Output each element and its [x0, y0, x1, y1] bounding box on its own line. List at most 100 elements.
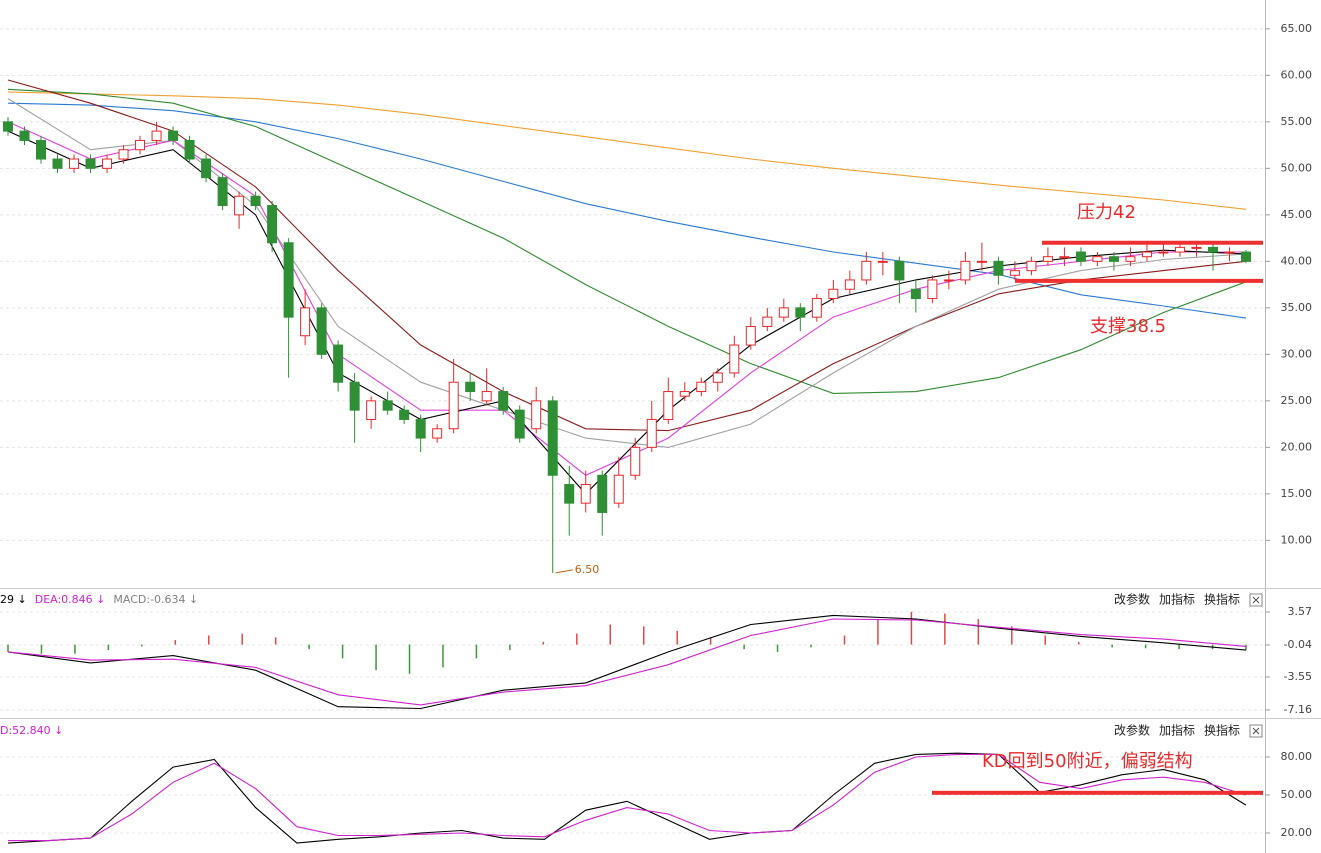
candle-body — [514, 409, 525, 439]
candle-body — [1191, 246, 1202, 249]
candle-body — [861, 260, 872, 281]
candle-body — [679, 391, 690, 397]
y-tick-label: -3.55 — [1284, 670, 1312, 683]
indicator-line — [7, 88, 1247, 394]
candle-body — [894, 260, 905, 281]
panel-button[interactable]: 换指标 — [1204, 592, 1240, 607]
y-tick-label: 55.00 — [1281, 115, 1313, 128]
candle-body — [366, 400, 377, 420]
candle-body — [1108, 256, 1119, 262]
indicator-line — [7, 130, 1247, 495]
candle-body — [646, 418, 657, 448]
candle-body — [151, 130, 162, 141]
low-pointer — [555, 569, 573, 574]
y-tick-label: 10.00 — [1281, 533, 1313, 546]
candle-body — [943, 279, 954, 282]
y-tick-label: 50.00 — [1281, 788, 1313, 801]
y-tick-label: 15.00 — [1281, 487, 1313, 500]
candle-body — [283, 242, 294, 318]
candle-body — [663, 391, 674, 420]
candle-body — [729, 344, 740, 374]
candle-body — [184, 139, 195, 160]
candle-body — [1026, 260, 1037, 272]
candle-body — [415, 418, 426, 439]
candle-body — [201, 158, 212, 179]
candle-body — [1224, 251, 1235, 254]
candle-body — [448, 381, 459, 430]
candle-body — [3, 121, 13, 132]
candle-body — [1009, 270, 1020, 276]
y-tick-label: 65.00 — [1281, 22, 1313, 35]
candle-body — [531, 400, 542, 430]
y-tick-label: 25.00 — [1281, 394, 1313, 407]
y-tick-label: 80.00 — [1281, 750, 1313, 763]
candle-body — [1207, 246, 1218, 253]
candle-body — [432, 428, 443, 439]
panel-button[interactable]: 加指标 — [1159, 723, 1195, 738]
candle-body — [52, 158, 63, 169]
indicator-value: 29 ↓ — [0, 593, 27, 606]
candle-body — [910, 288, 921, 300]
candle-body — [828, 288, 839, 300]
candle-body — [85, 158, 96, 169]
candle-body — [465, 381, 476, 393]
close-icon — [1252, 727, 1260, 735]
candle-body — [102, 158, 113, 169]
candle-body — [168, 130, 179, 141]
candle-body — [630, 446, 641, 476]
candle-body — [1174, 246, 1185, 253]
panel-button[interactable]: 改参数 — [1114, 592, 1150, 607]
candle-body — [69, 158, 80, 169]
y-tick-label: 40.00 — [1281, 254, 1313, 267]
panel-button[interactable]: 加指标 — [1159, 592, 1195, 607]
indicator-line — [7, 618, 1247, 706]
candle-body — [712, 372, 723, 383]
candle-body — [547, 400, 558, 476]
candle-body — [1042, 256, 1053, 262]
level-line — [1042, 240, 1263, 245]
indicator-line — [7, 91, 1247, 210]
candle-body — [316, 307, 327, 355]
candle-body — [1158, 251, 1169, 254]
candle-body — [960, 260, 971, 281]
candle-body — [762, 316, 773, 327]
candle-body — [36, 139, 47, 160]
low-label: 6.50 — [575, 563, 600, 576]
candle-body — [399, 409, 410, 420]
candle-body — [597, 474, 608, 513]
indicator-value: D:52.840 ↓ — [0, 724, 63, 737]
y-tick-label: 50.00 — [1281, 161, 1313, 174]
annotation: 支撑38.5 — [1090, 316, 1166, 337]
candle-body — [250, 195, 261, 207]
indicator-line — [7, 79, 1247, 432]
indicator-line — [8, 753, 1247, 842]
candle-body — [333, 344, 344, 383]
candle-body — [613, 474, 624, 504]
candle-body — [993, 260, 1004, 276]
annotation: KD回到50附近，偏弱结构 — [982, 751, 1193, 772]
panel-button[interactable]: 换指标 — [1204, 723, 1240, 738]
candle-body — [234, 195, 245, 216]
candle-body — [927, 279, 938, 300]
candle-body — [135, 139, 146, 151]
level-line — [1015, 278, 1263, 283]
indicator-line — [7, 121, 1246, 476]
candle-body — [1059, 256, 1070, 259]
panel-button[interactable]: 改参数 — [1114, 723, 1150, 738]
indicator-line — [7, 102, 1247, 319]
candle-body — [1141, 251, 1152, 258]
candle-body — [811, 298, 822, 318]
y-tick-label: 3.57 — [1288, 605, 1313, 618]
candle-body — [795, 307, 806, 318]
candle-body — [564, 484, 575, 504]
candle-body — [19, 130, 30, 141]
y-tick-label: 20.00 — [1281, 826, 1313, 839]
y-tick-label: 30.00 — [1281, 347, 1313, 360]
candle-body — [1125, 256, 1136, 262]
annotation: 压力42 — [1077, 202, 1136, 223]
y-tick-label: -0.04 — [1284, 638, 1312, 651]
candle-body — [1075, 251, 1086, 262]
y-tick-label: 20.00 — [1281, 440, 1313, 453]
candle-body — [481, 391, 492, 402]
